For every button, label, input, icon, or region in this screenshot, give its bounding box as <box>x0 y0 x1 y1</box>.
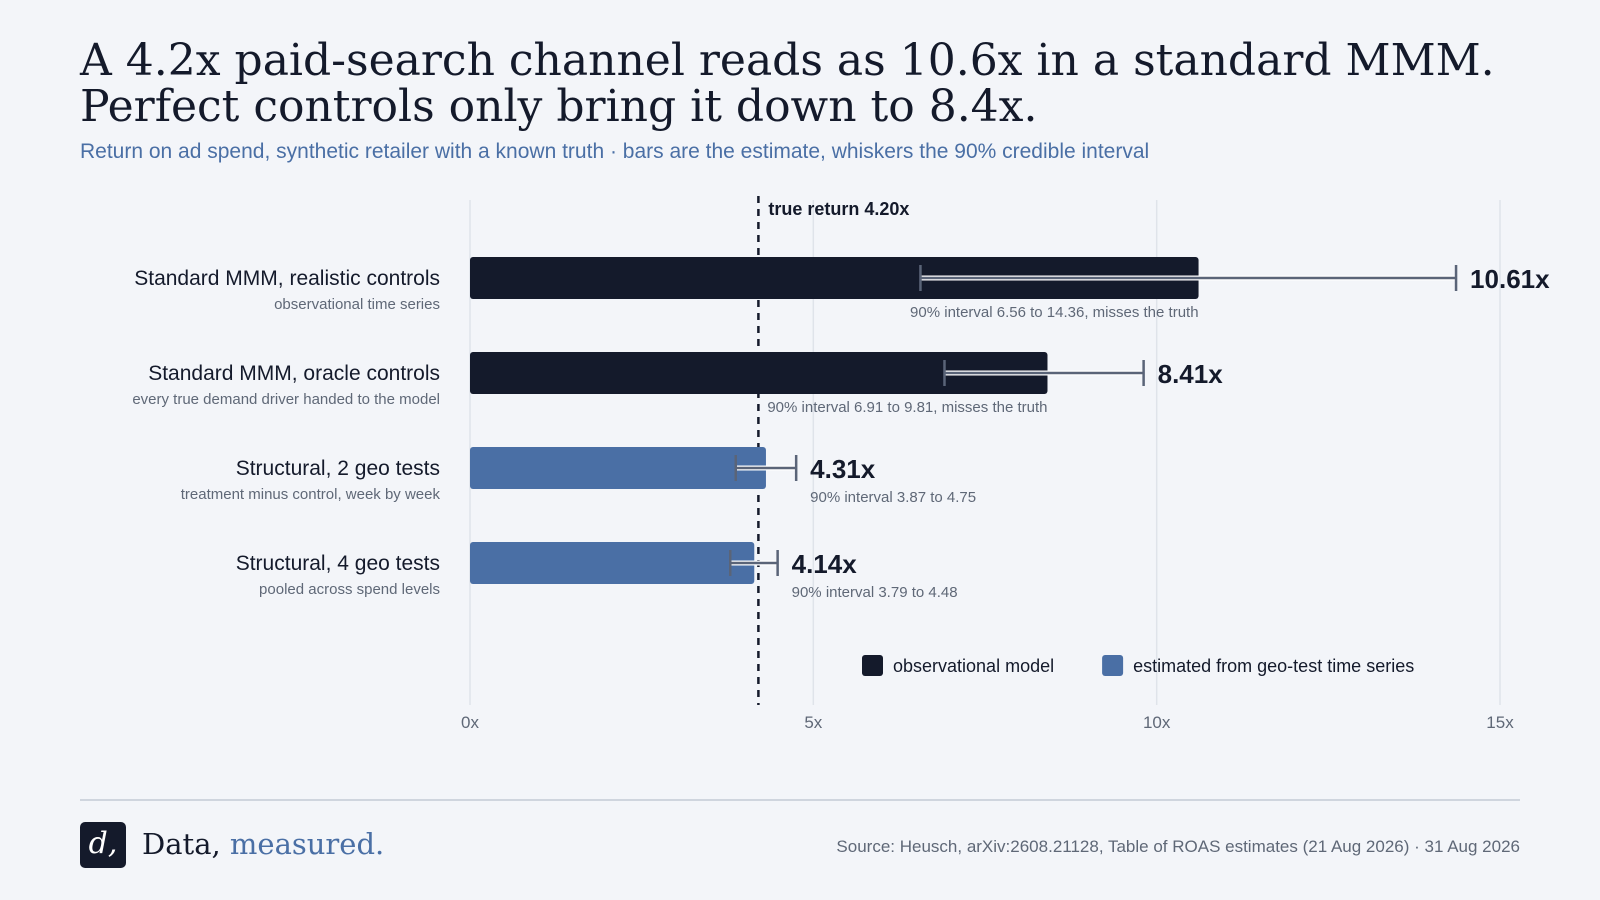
headline-line-2: Perfect controls only bring it down to 8… <box>80 81 1038 132</box>
row-sublabel: pooled across spend levels <box>259 581 440 598</box>
legend-label: observational model <box>893 656 1054 676</box>
value-label: 4.31x <box>810 454 876 484</box>
source-note: Source: Heusch, arXiv:2608.21128, Table … <box>836 837 1520 856</box>
brand-logo-icon: d, <box>80 822 126 868</box>
interval-annotation: 90% interval 6.91 to 9.81, misses the tr… <box>767 399 1047 416</box>
row-label: Standard MMM, oracle controls <box>148 362 440 385</box>
brand-accent: measured. <box>229 827 385 861</box>
row-label: Standard MMM, realistic controls <box>134 267 440 290</box>
chart-headline: A 4.2x paid-search channel reads as 10.6… <box>80 38 1500 130</box>
x-tick-label: 0x <box>461 713 479 732</box>
brand-name: Data, <box>142 827 221 861</box>
interval-annotation: 90% interval 6.56 to 14.36, misses the t… <box>910 304 1199 321</box>
value-label: 8.41x <box>1158 359 1224 389</box>
interval-annotation: 90% interval 3.79 to 4.48 <box>792 584 958 601</box>
footer-divider <box>80 799 1520 801</box>
value-label: 4.14x <box>792 549 858 579</box>
legend-label: estimated from geo-test time series <box>1133 656 1414 676</box>
interval-annotation: 90% interval 3.87 to 4.75 <box>810 489 976 506</box>
bar <box>470 447 766 489</box>
bar <box>470 542 755 584</box>
row-sublabel: every true demand driver handed to the m… <box>132 391 440 408</box>
x-tick-label: 5x <box>804 713 822 732</box>
x-tick-label: 15x <box>1486 713 1514 732</box>
x-tick-label: 10x <box>1143 713 1171 732</box>
chart-subtitle: Return on ad spend, synthetic retailer w… <box>80 140 1150 163</box>
headline-line-1: A 4.2x paid-search channel reads as 10.6… <box>80 35 1495 86</box>
legend-swatch <box>862 655 883 676</box>
roas-bar-chart: 0x 5x 10x 15x true return 4.20x Standard MMM,… <box>132 196 1550 732</box>
row-sublabel: observational time series <box>274 296 440 313</box>
row-label: Structural, 2 geo tests <box>236 457 440 480</box>
legend-swatch <box>1102 655 1124 676</box>
row-label: Structural, 4 geo tests <box>236 552 440 575</box>
bar <box>470 257 1199 299</box>
bar <box>470 352 1048 394</box>
brand-wordmark: Data, measured. <box>142 824 384 864</box>
value-label: 10.61x <box>1470 264 1550 294</box>
true-return-label: true return 4.20x <box>768 199 909 219</box>
row-sublabel: treatment minus control, week by week <box>181 486 441 503</box>
